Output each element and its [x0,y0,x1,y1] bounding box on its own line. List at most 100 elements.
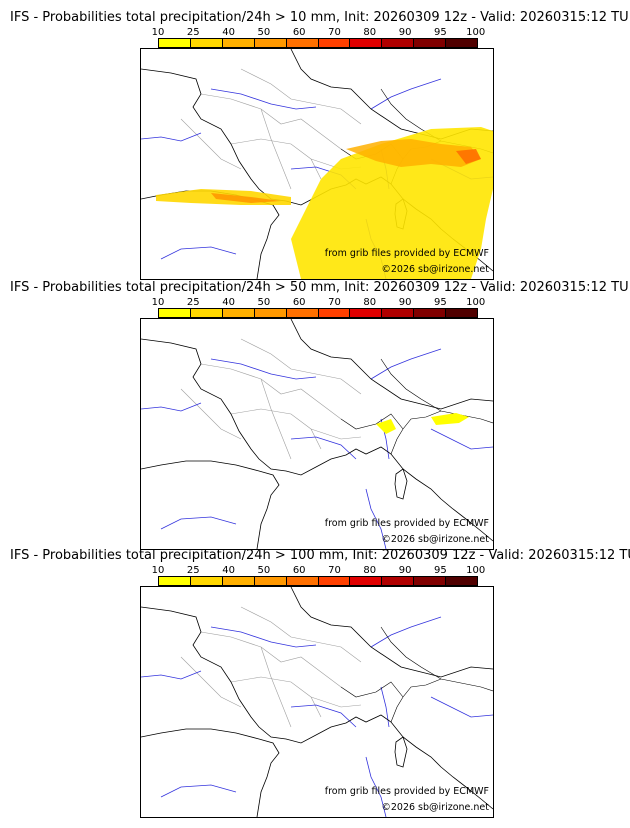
credit-source: from grib files provided by ECMWF [324,518,489,529]
colorbar-swatch [446,309,478,317]
colorbar-label: 70 [328,297,341,308]
colorbar-labels: 10 25 40 50 60 70 80 90 95 100 [150,27,490,39]
colorbar-swatch [414,577,447,585]
colorbar [158,38,478,48]
colorbar-swatch [446,577,478,585]
colorbar-label: 40 [222,297,235,308]
credit-copyright: ©2026 sb@irizone.net [381,534,489,545]
rivers [141,616,493,817]
colorbar-swatch [414,39,447,47]
probability-area-high [211,193,281,203]
colorbar-swatch [286,577,319,585]
colorbar-label: 90 [398,27,412,38]
region-borders [180,338,362,460]
colorbar-label: 70 [328,27,341,38]
colorbar-swatch [350,309,383,317]
colorbar-label: 70 [328,565,341,576]
colorbar [158,308,478,318]
colorbar-swatch [286,39,319,47]
colorbar-swatch [254,309,287,317]
colorbar-swatch [318,309,351,317]
colorbar-swatch [190,577,223,585]
probability-map: from grib files provided by ECMWF ©2026 … [140,318,494,550]
country-borders [340,626,493,723]
colorbar-label: 60 [292,27,306,38]
colorbar-label: 100 [466,297,486,308]
probability-map: from grib files provided by ECMWF ©2026 … [140,586,494,818]
credit-copyright: ©2026 sb@irizone.net [381,802,489,813]
colorbar-swatch [222,309,255,317]
colorbar-swatch [382,39,415,47]
colorbar-label: 60 [292,297,306,308]
map-svg [141,587,493,817]
colorbar-swatch [318,577,351,585]
colorbar-label: 80 [363,297,377,308]
colorbar-swatch [350,39,383,47]
colorbar-label: 10 [151,565,165,576]
colorbar-label: 50 [257,27,271,38]
panel-50mm: IFS - Probabilities total precipitation/… [0,280,630,550]
colorbar-swatch [159,309,191,317]
colorbar-label: 100 [466,27,486,38]
colorbar-label: 25 [186,565,200,576]
country-borders [340,358,493,455]
colorbar-swatch [382,309,415,317]
colorbar-label: 90 [398,565,412,576]
probability-area-peak [456,149,481,164]
colorbar-label: 25 [186,297,200,308]
coastline [141,587,493,817]
colorbar-label: 40 [222,27,235,38]
colorbar-swatch [382,577,415,585]
colorbar-label: 25 [186,27,200,38]
colorbar-labels: 10 25 40 50 60 70 80 90 95 100 [150,297,490,309]
panel-title: IFS - Probabilities total precipitation/… [10,280,629,295]
colorbar-label: 95 [434,297,447,308]
colorbar-swatch [286,309,319,317]
colorbar-label: 95 [434,27,447,38]
map-svg [141,319,493,549]
credit-source: from grib files provided by ECMWF [324,248,489,259]
panel-10mm: IFS - Probabilities total precipitation/… [0,10,630,280]
panel-title: IFS - Probabilities total precipitation/… [10,548,630,563]
colorbar-label: 50 [257,297,271,308]
rivers [141,348,493,549]
panel-100mm: IFS - Probabilities total precipitation/… [0,548,630,818]
colorbar-label: 10 [151,27,165,38]
colorbar-label: 40 [222,565,235,576]
colorbar-swatch [159,577,191,585]
colorbar-swatch [222,577,255,585]
corsica-outline [394,468,408,500]
colorbar-label: 95 [434,565,447,576]
corsica-outline [394,736,408,768]
credit-source: from grib files provided by ECMWF [324,786,489,797]
colorbar-swatch [222,39,255,47]
colorbar-swatch [254,577,287,585]
region-borders [180,606,362,728]
colorbar-swatch [190,39,223,47]
colorbar-swatch [318,39,351,47]
colorbar-swatch [159,39,191,47]
colorbar-label: 80 [363,565,377,576]
colorbar-label: 60 [292,565,306,576]
map-svg [141,49,493,279]
colorbar-swatch [350,577,383,585]
credit-copyright: ©2026 sb@irizone.net [381,264,489,275]
coastline [141,319,493,549]
probability-area-alps-west [376,419,396,434]
colorbar-label: 10 [151,297,165,308]
colorbar-label: 50 [257,565,271,576]
panel-title: IFS - Probabilities total precipitation/… [10,10,629,25]
colorbar-label: 100 [466,565,486,576]
colorbar-swatch [254,39,287,47]
region-borders [180,68,362,190]
colorbar-swatch [190,309,223,317]
colorbar-swatch [414,309,447,317]
colorbar [158,576,478,586]
probability-area-alps [346,139,481,167]
colorbar-swatch [446,39,478,47]
colorbar-label: 80 [363,27,377,38]
colorbar-label: 90 [398,297,412,308]
colorbar-labels: 10 25 40 50 60 70 80 90 95 100 [150,565,490,577]
probability-area-alps-east [431,413,469,425]
probability-map: from grib files provided by ECMWF ©2026 … [140,48,494,280]
